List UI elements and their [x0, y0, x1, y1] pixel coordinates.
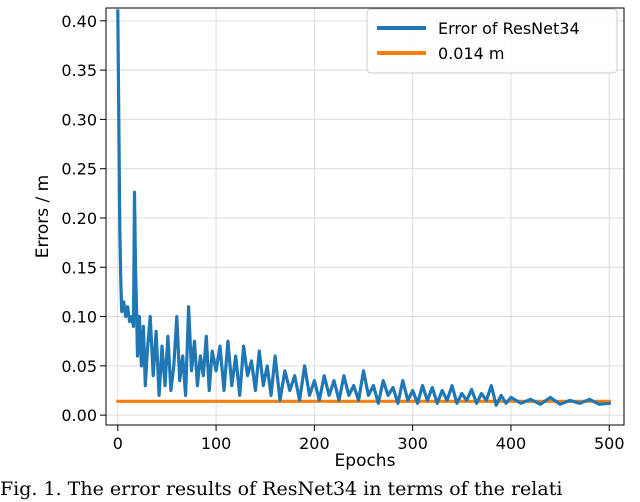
- y-tick-label: 0.30: [61, 110, 97, 129]
- legend-box: [366, 8, 618, 74]
- x-tick-label: 0: [113, 434, 123, 453]
- y-tick-label: 0.40: [61, 12, 97, 31]
- y-axis: 0.00 0.05 0.10 0.15 0.20 0.25 0.30 0.35 0.40: [61, 12, 106, 425]
- y-axis-label: Errors / m: [33, 175, 53, 258]
- figure-caption: Fig. 1. The error results of ResNet34 in…: [0, 478, 563, 500]
- y-tick-label: 0.20: [61, 209, 97, 228]
- legend: Error of ResNet34 0.014 m: [366, 8, 618, 74]
- x-tick-label: 500: [594, 434, 625, 453]
- y-tick-label: 0.25: [61, 160, 97, 179]
- x-tick-label: 400: [496, 434, 527, 453]
- legend-entry: Error of ResNet34: [438, 19, 580, 38]
- y-tick-label: 0.05: [61, 357, 97, 376]
- series-lines: [116, 9, 612, 407]
- y-tick-label: 0.35: [61, 61, 97, 80]
- chart: 0 100 200 300 400 500 0.00 0.05 0.10 0.15 0.20 0.2…: [33, 7, 625, 471]
- plot-frame: [105, 7, 625, 426]
- series-line: [116, 9, 612, 407]
- legend-entry: 0.014 m: [438, 44, 504, 63]
- y-tick-label: 0.10: [61, 308, 97, 327]
- x-axis: 0 100 200 300 400 500: [113, 425, 625, 453]
- y-tick-label: 0.00: [61, 406, 97, 425]
- x-tick-label: 100: [201, 434, 232, 453]
- y-tick-label: 0.15: [61, 258, 97, 277]
- x-tick-label: 200: [299, 434, 330, 453]
- x-axis-label: Epochs: [335, 451, 396, 471]
- x-tick-label: 300: [397, 434, 428, 453]
